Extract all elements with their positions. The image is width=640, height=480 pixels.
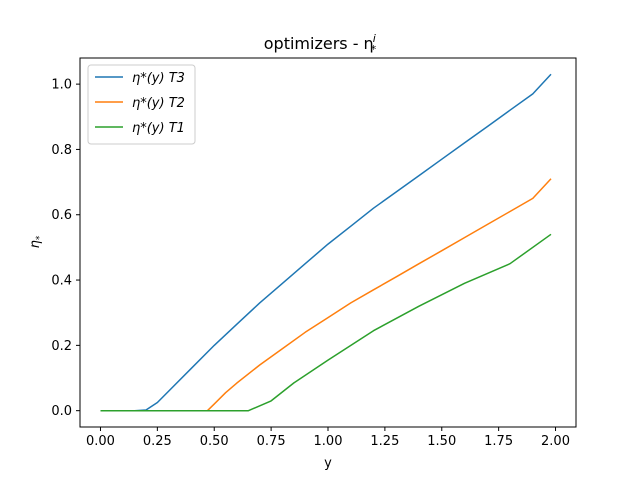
legend-label-t1: η*(y) T1 xyxy=(132,121,185,136)
y-tick-label: 0.0 xyxy=(51,404,72,419)
y-tick-label: 0.2 xyxy=(51,339,72,354)
chart-title-subscript: * xyxy=(371,43,377,56)
x-tick-label: 0.25 xyxy=(143,434,172,449)
y-tick-label: 0.4 xyxy=(51,274,72,289)
legend-box xyxy=(87,64,196,145)
series-line-t1 xyxy=(100,233,552,412)
y-axis-label-subscript: * xyxy=(35,235,45,240)
ticks-group: 0.00 0.25 0.50 0.75 1.00 1.25 1.50 1.75 2.00 0.0 0… xyxy=(51,78,570,449)
x-tick-label: 0.75 xyxy=(257,434,286,449)
x-tick-label: 1.75 xyxy=(484,434,513,449)
x-tick-label: 1.50 xyxy=(427,434,456,449)
x-tick-label: 2.00 xyxy=(541,434,570,449)
x-tick-label: 0.50 xyxy=(200,434,229,449)
x-axis-label: y xyxy=(324,456,332,471)
series-group xyxy=(100,73,552,412)
legend-label-t3: η*(y) T3 xyxy=(132,71,185,86)
y-tick-label: 0.8 xyxy=(51,143,72,158)
chart-title-text: optimizers - η xyxy=(264,34,374,53)
y-tick-label: 0.6 xyxy=(51,208,72,223)
y-axis-label-text: η xyxy=(28,240,43,248)
x-tick-label: 1.25 xyxy=(370,434,399,449)
legend: η*(y) T3 η*(y) T2 η*(y) T1 xyxy=(87,64,196,145)
y-axis-label: η* xyxy=(28,235,45,248)
chart-title: optimizers - ηi * xyxy=(264,32,377,56)
legend-label-t2: η*(y) T2 xyxy=(132,96,185,111)
x-tick-label: 1.00 xyxy=(314,434,343,449)
x-tick-label: 0.00 xyxy=(86,434,115,449)
axes-frame xyxy=(79,57,577,428)
y-tick-label: 1.0 xyxy=(51,78,72,93)
chart-title-superscript: i xyxy=(373,32,376,45)
